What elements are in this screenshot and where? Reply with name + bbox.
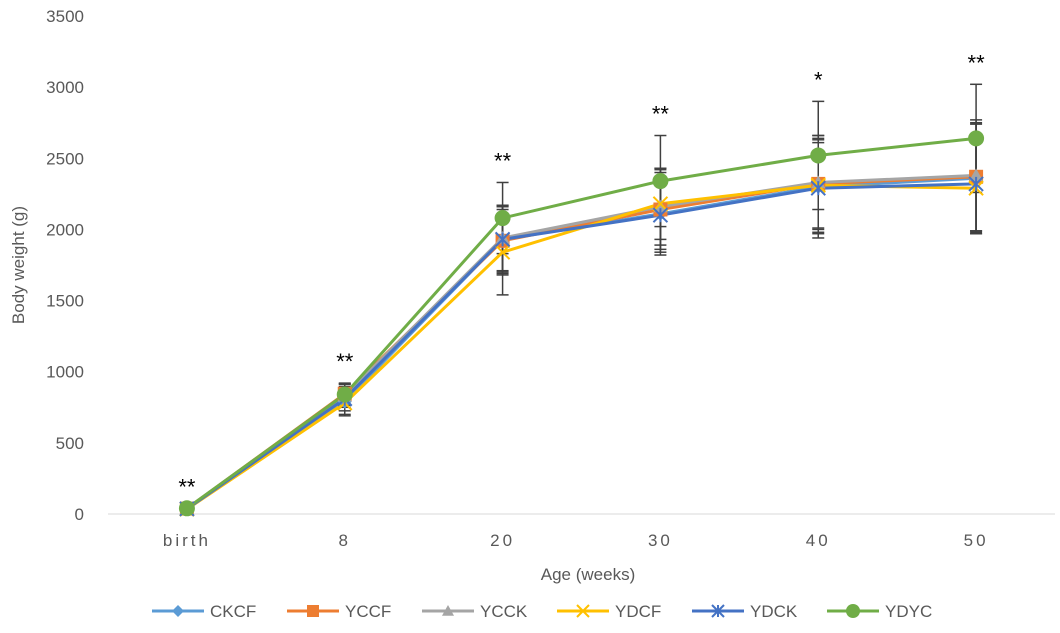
data-point-ydyc xyxy=(652,173,669,190)
legend-marker xyxy=(576,604,590,618)
y-tick-label: 500 xyxy=(56,434,84,453)
series-line-ydck xyxy=(186,182,977,511)
legend-item-yccf: YCCF xyxy=(287,602,391,621)
significance-mark: ** xyxy=(652,102,670,127)
legend-marker xyxy=(307,605,319,617)
axes: 0 500 1000 1500 2000 2500 3000 3500 birth 8 20 30 40… xyxy=(46,7,1055,550)
significance-marks: *********** xyxy=(178,50,985,499)
data-point-ydck xyxy=(968,176,984,192)
series-line-ydcf xyxy=(186,183,977,511)
legend-marker xyxy=(846,604,860,618)
series-markers xyxy=(178,130,985,517)
legend-label: YDCF xyxy=(615,602,661,621)
legend-label: YDCK xyxy=(750,602,798,621)
data-point-ydyc xyxy=(494,210,511,227)
significance-mark: ** xyxy=(968,50,986,75)
legend-item-ckcf: CKCF xyxy=(152,602,256,621)
x-axis-title: Age (weeks) xyxy=(541,565,635,584)
y-tick-label: 3000 xyxy=(46,78,84,97)
legend-label: YCCF xyxy=(345,602,391,621)
data-point-ydck xyxy=(652,207,669,223)
legend-item-ydyc: YDYC xyxy=(827,602,932,621)
data-point-ydcf xyxy=(494,244,511,260)
significance-mark: ** xyxy=(494,148,512,173)
data-point-ydyc xyxy=(968,130,985,147)
data-point-ydck xyxy=(810,180,826,196)
legend: CKCF YCCF YCCK YDCF YDCK YDYC xyxy=(152,602,932,621)
x-tick-label: 20 xyxy=(490,531,515,550)
y-tick-label: 2000 xyxy=(46,220,84,239)
x-tick-label: 8 xyxy=(339,531,351,550)
data-point-ycck xyxy=(969,168,984,181)
series-lines xyxy=(186,136,977,511)
significance-mark: * xyxy=(814,67,823,92)
y-tick-label: 1500 xyxy=(46,292,84,311)
y-tick-label: 0 xyxy=(75,505,84,524)
y-axis-title: Body weight (g) xyxy=(9,206,28,324)
legend-marker xyxy=(172,605,184,617)
y-tick-label: 1000 xyxy=(46,363,84,382)
x-tick-label: 50 xyxy=(964,531,989,550)
data-point-ydyc xyxy=(178,500,195,517)
legend-item-ydcf: YDCF xyxy=(557,602,661,621)
y-tick-label: 2500 xyxy=(46,149,84,168)
data-point-ydck xyxy=(494,231,511,248)
x-tick-label: 30 xyxy=(648,531,673,550)
legend-item-ycck: YCCK xyxy=(422,602,528,621)
legend-marker xyxy=(711,604,725,618)
data-point-ycck xyxy=(653,199,668,213)
error-bars xyxy=(338,83,983,417)
legend-item-ydck: YDCK xyxy=(692,602,798,621)
significance-mark: ** xyxy=(178,474,196,499)
x-tick-label: birth xyxy=(163,531,211,550)
significance-mark: ** xyxy=(336,349,354,374)
legend-label: CKCF xyxy=(210,602,256,621)
legend-label: YCCK xyxy=(480,602,528,621)
x-tick-label: 40 xyxy=(806,531,831,550)
legend-marker xyxy=(442,605,454,616)
data-point-ydcf xyxy=(652,196,669,212)
series-line-ydyc xyxy=(186,136,977,510)
data-point-ydyc xyxy=(810,147,827,164)
legend-label: YDYC xyxy=(885,602,932,621)
data-point-ydyc xyxy=(336,386,353,403)
y-tick-label: 3500 xyxy=(46,7,84,26)
